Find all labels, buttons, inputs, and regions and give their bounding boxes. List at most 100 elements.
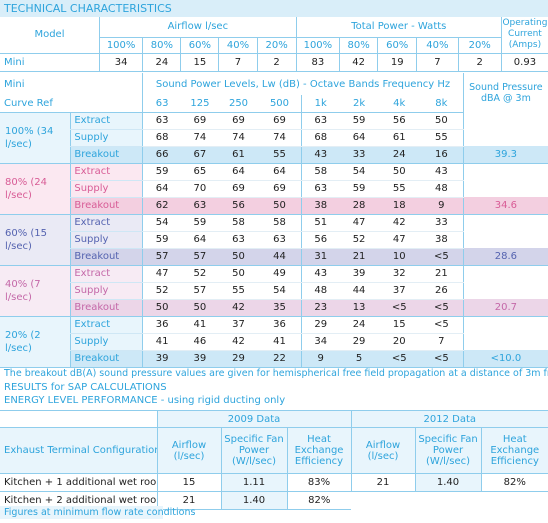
table-row: Supply 64 70 69 69 63 59 55 48 bbox=[0, 180, 548, 198]
hee-col-header: Heat Exchange Efficiency bbox=[480, 427, 548, 474]
pct-header: 40% bbox=[416, 37, 459, 54]
cell: 59 bbox=[142, 231, 181, 249]
bands-header: Sound Power Levels, Lw (dB) - Octave Ban… bbox=[142, 73, 464, 95]
row-type-label: Extract bbox=[70, 163, 143, 181]
pct-header: 100% bbox=[98, 37, 143, 54]
table-row: Breakout 50 50 42 35 23 13 <5 <5 20.7 bbox=[0, 299, 548, 317]
footnote: Figures at minimum flow rate conditions bbox=[0, 506, 195, 519]
pressure-blank bbox=[462, 163, 548, 180]
pressure-blank bbox=[462, 333, 548, 350]
freq-header: 4k bbox=[378, 95, 420, 113]
hee-col-header: Heat Exchange Efficiency bbox=[286, 427, 352, 474]
cell: 57 bbox=[142, 248, 181, 266]
cell: 19 bbox=[377, 53, 417, 72]
cell: 57 bbox=[180, 282, 219, 300]
table-row: Breakout 66 67 61 55 43 33 24 16 39.3 bbox=[0, 146, 548, 164]
pressure-cell: 28.6 bbox=[462, 248, 548, 266]
cell: 41 bbox=[180, 316, 219, 334]
cell: 37 bbox=[218, 316, 259, 334]
freq-header: 500 bbox=[258, 95, 302, 113]
pressure-blank bbox=[462, 180, 548, 197]
data-2009-header: 2009 Data bbox=[156, 410, 352, 428]
cell: 29 bbox=[339, 333, 379, 351]
pct-header: 80% bbox=[142, 37, 181, 54]
cell: 63 bbox=[300, 180, 340, 198]
cell: 21 bbox=[156, 491, 221, 510]
cell: 56 bbox=[378, 112, 420, 130]
cell: 34 bbox=[300, 333, 340, 351]
config-header: Exhaust Terminal Configuration bbox=[0, 427, 157, 474]
cell: 64 bbox=[218, 163, 259, 181]
pct-header: 60% bbox=[180, 37, 219, 54]
cell: 39 bbox=[339, 265, 379, 283]
table-row: Breakout 39 39 29 22 9 5 <5 <5 <10.0 bbox=[0, 350, 548, 368]
curve-group-label: 20% (2 l/sec) bbox=[0, 316, 71, 368]
model-header: Model bbox=[0, 17, 100, 54]
pressure-blank bbox=[462, 214, 548, 231]
table-row: 40% (7 l/sec) Extract 47 52 50 49 43 39 32 21 bbox=[0, 265, 548, 317]
cell: 82% bbox=[480, 473, 548, 492]
cell: 39 bbox=[180, 350, 219, 368]
pct-header: 60% bbox=[377, 37, 417, 54]
cell: 29 bbox=[218, 350, 259, 368]
cell: 52 bbox=[180, 265, 219, 283]
cell: 64 bbox=[180, 231, 219, 249]
cell: 48 bbox=[300, 282, 340, 300]
table-row: Supply 41 46 42 41 34 29 20 7 bbox=[0, 333, 548, 351]
cell: 15 bbox=[378, 316, 420, 334]
table-row: Supply 52 57 55 54 48 44 37 26 bbox=[0, 282, 548, 300]
cell: 69 bbox=[218, 180, 259, 198]
cell: 16 bbox=[419, 146, 464, 164]
table-row: Kitchen + 1 additional wet room 15 1.11 … bbox=[0, 473, 548, 492]
cell: 62 bbox=[142, 197, 181, 215]
cell: 41 bbox=[258, 333, 302, 351]
pressure-blank bbox=[462, 316, 548, 333]
cell: <5 bbox=[419, 299, 464, 317]
cell: 7 bbox=[419, 333, 464, 351]
cell: <5 bbox=[419, 350, 464, 368]
cell: 15 bbox=[180, 53, 219, 72]
cell: 50 bbox=[378, 163, 420, 181]
cell: 55 bbox=[218, 282, 259, 300]
cell: 21 bbox=[350, 473, 416, 492]
cell: 64 bbox=[142, 180, 181, 198]
cell: 65 bbox=[180, 163, 219, 181]
cell: 58 bbox=[218, 214, 259, 232]
cell: 44 bbox=[258, 248, 302, 266]
pct-header: 100% bbox=[295, 37, 340, 54]
cell: 41 bbox=[142, 333, 181, 351]
cell: 54 bbox=[339, 163, 379, 181]
pressure-cell: 20.7 bbox=[462, 299, 548, 317]
cell bbox=[415, 492, 481, 510]
table-row: Supply 59 64 63 63 56 52 47 38 bbox=[0, 231, 548, 249]
cell: 52 bbox=[142, 282, 181, 300]
cell: 56 bbox=[218, 197, 259, 215]
cell: <5 bbox=[378, 350, 420, 368]
freq-header: 63 bbox=[142, 95, 181, 113]
cell: 55 bbox=[258, 146, 302, 164]
cell: 69 bbox=[258, 180, 302, 198]
cell: 47 bbox=[339, 214, 379, 232]
row-type-label: Extract bbox=[70, 112, 143, 130]
cell: <5 bbox=[378, 299, 420, 317]
sound-table: Mini Sound Power Levels, Lw (dB) - Octav… bbox=[0, 73, 548, 368]
cell: 43 bbox=[419, 163, 464, 181]
current-header: Operating Current (Amps) bbox=[500, 17, 548, 54]
cell: 50 bbox=[419, 112, 464, 130]
cell: 63 bbox=[218, 231, 259, 249]
cell: 28 bbox=[339, 197, 379, 215]
cell: 55 bbox=[378, 180, 420, 198]
cell: 82% bbox=[286, 491, 352, 510]
row-label: Mini bbox=[0, 53, 100, 72]
cell: 38 bbox=[300, 197, 340, 215]
cell: 69 bbox=[218, 112, 259, 130]
cell: <5 bbox=[419, 248, 464, 266]
sap-blank bbox=[0, 410, 157, 428]
cell: 21 bbox=[419, 265, 464, 283]
table-row: Breakout 62 63 56 50 38 28 18 9 34.6 bbox=[0, 197, 548, 215]
row-type-label: Extract bbox=[70, 265, 143, 283]
table-row: 80% (24 l/sec) Extract 59 65 64 64 58 54 50 43 bbox=[0, 163, 548, 215]
cell: 69 bbox=[258, 112, 302, 130]
cell: 13 bbox=[339, 299, 379, 317]
